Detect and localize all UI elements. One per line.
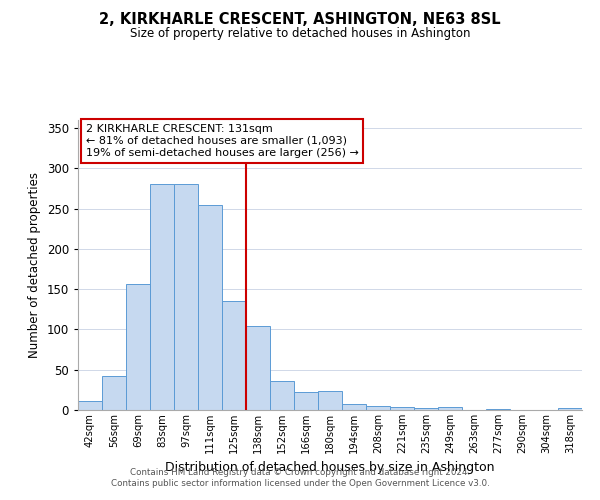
Bar bbox=[366, 406, 390, 410]
Bar bbox=[558, 408, 582, 410]
Y-axis label: Number of detached properties: Number of detached properties bbox=[28, 172, 41, 358]
X-axis label: Distribution of detached houses by size in Ashington: Distribution of detached houses by size … bbox=[165, 462, 495, 474]
Text: Size of property relative to detached houses in Ashington: Size of property relative to detached ho… bbox=[130, 28, 470, 40]
Bar bbox=[198, 204, 222, 410]
Bar bbox=[318, 390, 342, 410]
Bar bbox=[486, 409, 510, 410]
Bar bbox=[222, 301, 246, 410]
Bar bbox=[150, 184, 174, 410]
Text: Contains HM Land Registry data © Crown copyright and database right 2024.
Contai: Contains HM Land Registry data © Crown c… bbox=[110, 468, 490, 487]
Bar bbox=[246, 326, 270, 410]
Bar bbox=[102, 376, 126, 410]
Text: 2, KIRKHARLE CRESCENT, ASHINGTON, NE63 8SL: 2, KIRKHARLE CRESCENT, ASHINGTON, NE63 8… bbox=[99, 12, 501, 28]
Bar bbox=[126, 284, 150, 410]
Bar bbox=[78, 401, 102, 410]
Bar bbox=[414, 408, 438, 410]
Bar bbox=[438, 407, 462, 410]
Bar bbox=[390, 407, 414, 410]
Bar bbox=[174, 184, 198, 410]
Bar bbox=[342, 404, 366, 410]
Bar bbox=[294, 392, 318, 410]
Text: 2 KIRKHARLE CRESCENT: 131sqm
← 81% of detached houses are smaller (1,093)
19% of: 2 KIRKHARLE CRESCENT: 131sqm ← 81% of de… bbox=[86, 124, 358, 158]
Bar bbox=[270, 381, 294, 410]
